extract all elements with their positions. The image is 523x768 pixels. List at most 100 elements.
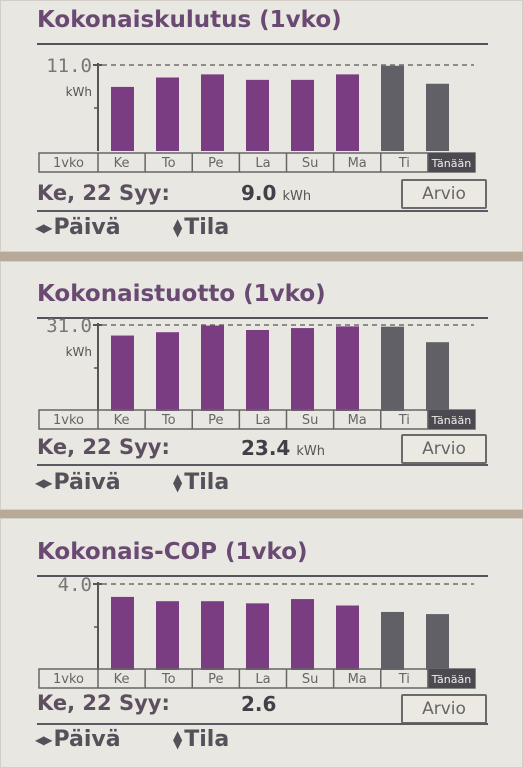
date-label: Ke, 22 Syy:: [37, 691, 170, 715]
category-label: La: [255, 156, 270, 171]
today-cell-highlight: [427, 410, 475, 429]
bar-ti: [381, 65, 404, 151]
bar-su: [291, 79, 314, 151]
y-axis-unit-label: kWh: [66, 85, 92, 99]
value-unit: kWh: [282, 189, 312, 204]
category-label: Ti: [398, 413, 410, 428]
value-readout: 23.4 kWh: [241, 436, 325, 460]
bar-la: [246, 603, 269, 670]
category-label: Ke: [114, 672, 130, 687]
bar-ti: [381, 611, 404, 670]
category-label: Ke: [114, 156, 130, 171]
screen-title: Kokonais-COP (1vko): [37, 539, 308, 565]
y-tick-label: 11.0: [46, 55, 92, 77]
bar-ma: [336, 605, 359, 670]
y-tick-label: 31.0: [46, 315, 92, 337]
mode-nav-label: Tila: [184, 470, 230, 495]
category-label: Pe: [208, 156, 223, 171]
bar-ti: [381, 326, 404, 411]
title-divider: [37, 575, 488, 577]
bar-chart: 31.0 kWh 1vko Ke To Pe La Su Ma Ti Tänään: [38, 315, 476, 430]
estimate-button[interactable]: Arvio: [401, 179, 487, 209]
category-label: Ma: [348, 156, 367, 171]
category-label: Su: [302, 672, 319, 687]
left-right-arrows-icon: ◀▶: [35, 221, 52, 235]
screen-title: Kokonaistuotto (1vko): [37, 281, 326, 307]
category-label: Pe: [208, 413, 223, 428]
bar-to: [156, 77, 179, 151]
category-label: Pe: [208, 672, 223, 687]
day-nav[interactable]: ◀▶Päivä: [35, 215, 121, 240]
info-divider: [37, 723, 488, 725]
y-tick-label: 4.0: [58, 574, 92, 596]
bar-su: [291, 599, 314, 670]
bar-ke: [111, 596, 134, 670]
bar-pe: [201, 74, 224, 151]
today-cell-highlight: [427, 669, 475, 688]
day-nav-label: Päivä: [53, 215, 121, 240]
value-number: 9.0: [241, 181, 277, 205]
bar-to: [156, 332, 179, 411]
bar-tänään: [426, 614, 449, 670]
bar-su: [291, 328, 314, 411]
value-number: 2.6: [241, 692, 277, 716]
category-label: Tänään: [431, 157, 472, 170]
bar-chart: 4.0 1vko Ke To Pe La Su Ma Ti Tänään: [38, 574, 476, 689]
left-right-arrows-icon: ◀▶: [35, 476, 52, 490]
up-down-arrows-icon: ▲ ▼: [173, 728, 183, 751]
category-label: To: [161, 672, 176, 687]
mode-nav-label: Tila: [184, 727, 230, 752]
mode-nav[interactable]: ▲ ▼Tila: [173, 215, 229, 240]
value-unit: kWh: [296, 444, 325, 459]
value-number: 23.4: [241, 436, 291, 460]
bar-tänään: [426, 342, 449, 411]
bar-tänään: [426, 83, 449, 151]
category-label: To: [161, 413, 176, 428]
day-nav[interactable]: ◀▶Päivä: [35, 727, 121, 752]
day-nav-label: Päivä: [53, 470, 121, 495]
category-label: Su: [302, 156, 319, 171]
value-readout: 9.0 kWh: [241, 181, 311, 205]
category-label: Tänään: [431, 673, 472, 686]
screen-title: Kokonaiskulutus (1vko): [37, 7, 342, 33]
info-divider: [37, 210, 488, 212]
category-label: Ke: [114, 413, 130, 428]
today-cell-highlight: [427, 153, 475, 172]
mode-nav[interactable]: ▲ ▼Tila: [173, 470, 229, 495]
bar-la: [246, 79, 269, 151]
category-label: La: [255, 413, 270, 428]
bar-ke: [111, 335, 134, 411]
left-right-arrows-icon: ◀▶: [35, 733, 52, 747]
bar-la: [246, 329, 269, 411]
period-label: 1vko: [53, 672, 84, 687]
estimate-button[interactable]: Arvio: [401, 694, 487, 724]
bar-ma: [336, 74, 359, 151]
screen-total-consumption: Kokonaiskulutus (1vko) 11.0 kWh 1vko Ke To Pe…: [0, 0, 523, 252]
category-label: Ti: [398, 156, 410, 171]
screen-total-cop: Kokonais-COP (1vko) 4.0 1vko Ke To Pe La Su Ma T…: [0, 518, 523, 768]
up-down-arrows-icon: ▲ ▼: [173, 216, 183, 239]
bar-ma: [336, 326, 359, 411]
period-label: 1vko: [53, 156, 84, 171]
period-label: 1vko: [53, 413, 84, 428]
category-label: Ma: [348, 672, 367, 687]
y-axis-unit-label: kWh: [66, 345, 92, 359]
date-label: Ke, 22 Syy:: [37, 435, 170, 459]
day-nav[interactable]: ◀▶Päivä: [35, 470, 121, 495]
category-label: La: [255, 672, 270, 687]
screen-total-production: Kokonaistuotto (1vko) 31.0 kWh 1vko Ke To Pe L…: [0, 261, 523, 510]
estimate-button[interactable]: Arvio: [401, 434, 487, 464]
category-label: Tänään: [431, 414, 472, 427]
value-readout: 2.6: [241, 692, 282, 716]
category-label: Su: [302, 413, 319, 428]
info-divider: [37, 464, 488, 466]
up-down-arrows-icon: ▲ ▼: [173, 471, 183, 494]
bar-chart: 11.0 kWh 1vko Ke To Pe La Su Ma Ti Tänään: [38, 55, 476, 173]
category-label: To: [161, 156, 176, 171]
bar-pe: [201, 325, 224, 411]
bar-ke: [111, 86, 134, 151]
bar-pe: [201, 601, 224, 670]
category-label: Ti: [398, 672, 410, 687]
mode-nav[interactable]: ▲ ▼Tila: [173, 727, 229, 752]
mode-nav-label: Tila: [184, 215, 230, 240]
